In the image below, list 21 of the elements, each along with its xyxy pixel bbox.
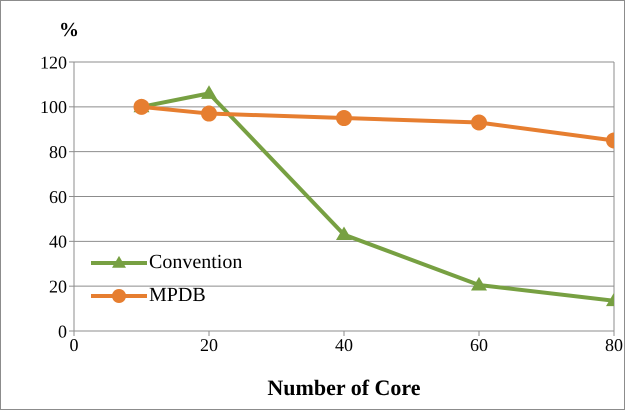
x-tick-label: 80 — [605, 334, 623, 355]
legend-label: Convention — [149, 251, 242, 274]
x-tick-label: 40 — [335, 334, 353, 355]
point — [336, 110, 352, 126]
point — [134, 98, 150, 115]
point — [471, 276, 487, 290]
y-tick-label: 20 — [49, 276, 67, 297]
legend-label: MPDB — [149, 284, 206, 307]
x-tick-label: 60 — [470, 334, 488, 355]
y-axis-title: % — [59, 19, 79, 42]
point — [336, 226, 352, 240]
y-tick-label: 80 — [49, 142, 67, 162]
y-tick-label: 40 — [49, 232, 67, 252]
x-axis-title: Number of Core — [267, 375, 421, 400]
point — [471, 114, 487, 131]
y-tick-label: 0 — [58, 321, 67, 342]
y-tick-label: 120 — [40, 52, 67, 72]
point — [201, 106, 217, 122]
y-tick-label: 60 — [49, 186, 67, 207]
y-tick-label: 100 — [40, 97, 67, 118]
x-tick-label: 20 — [200, 334, 218, 355]
